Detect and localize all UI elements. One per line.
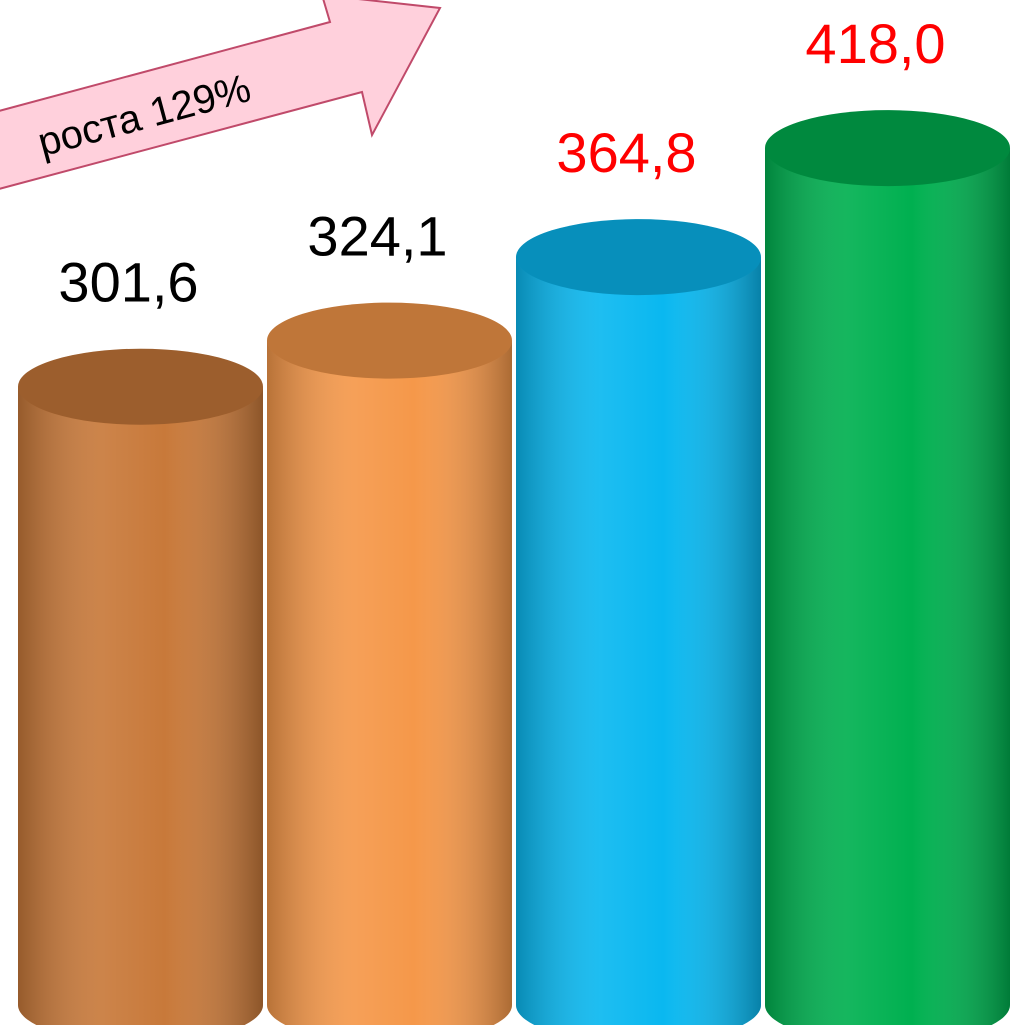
bar-top-shade: [765, 110, 1010, 187]
bar-top: [18, 348, 263, 425]
bar-top: [516, 219, 761, 296]
bar-top-shade: [267, 302, 512, 379]
value-label: 301,6: [58, 251, 198, 314]
bar-top: [765, 110, 1010, 187]
value-label: 418,0: [805, 12, 945, 75]
value-label: 324,1: [307, 204, 447, 267]
bar-top: [267, 302, 512, 379]
bar-shade: [18, 386, 263, 1025]
bar-top-shade: [18, 348, 263, 425]
bar-top-shade: [516, 219, 761, 296]
bar-shade: [267, 340, 512, 1025]
growth-arrow: [0, 0, 442, 190]
bars: 301,6 324,1 364,8 418,0: [18, 12, 1010, 1025]
bar-shade: [765, 148, 1010, 1025]
bar-shade: [516, 257, 761, 1025]
value-label: 364,8: [556, 121, 696, 184]
